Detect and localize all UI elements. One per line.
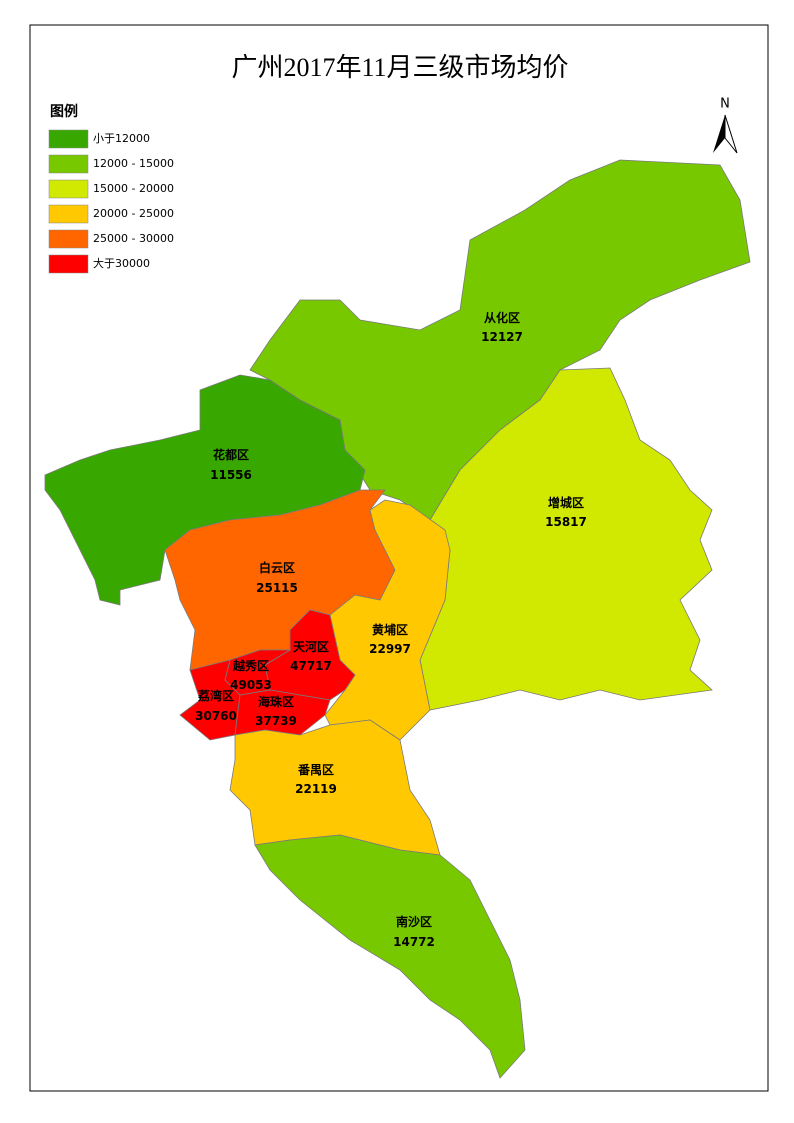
district-name: 增城区 [548, 495, 584, 510]
district [419, 367, 713, 711]
district-name: 黄埔区 [372, 622, 408, 637]
legend-swatch [48, 254, 89, 274]
district-value: 49053 [230, 678, 272, 692]
district-value: 22997 [369, 642, 411, 656]
north-arrow: N [713, 97, 738, 154]
district-value: 30760 [195, 709, 237, 723]
legend-label: 小于12000 [93, 132, 150, 145]
arrow-right [724, 114, 738, 154]
district-value: 15817 [545, 515, 587, 529]
district-name: 天河区 [293, 639, 329, 654]
district [254, 834, 526, 1079]
district-value: 12127 [481, 330, 523, 344]
district-name: 越秀区 [232, 658, 269, 673]
legend-swatch [48, 179, 89, 199]
district [179, 659, 241, 741]
district-name: 白云区 [259, 560, 295, 575]
district-value: 14772 [393, 935, 435, 949]
legend: 小于12000 12000 - 15000 15000 - 20000 20000 -… [48, 129, 174, 274]
district-labels: 从化区 12127 增城区 15817 花都区 11556 白云区 25115 … [195, 310, 587, 949]
district-name: 从化区 [484, 310, 520, 325]
legend-swatch [48, 204, 89, 224]
legend-label: 大于30000 [93, 256, 150, 270]
legend-label: 15000 - 20000 [93, 182, 174, 195]
legend-swatch [48, 129, 89, 149]
district-name: 南沙区 [396, 914, 432, 929]
district-name: 花都区 [213, 447, 249, 462]
legend-swatch [48, 229, 89, 249]
district-value: 22119 [295, 782, 337, 796]
district-value: 25115 [256, 581, 298, 595]
district-name: 番禺区 [297, 762, 334, 777]
district-value: 37739 [255, 714, 297, 728]
north-label: N [720, 97, 730, 112]
district-value: 47717 [290, 659, 332, 673]
arrow-left [713, 115, 725, 153]
district-value: 11556 [210, 468, 252, 482]
legend-label: 12000 - 15000 [93, 157, 174, 170]
district-name: 荔湾区 [197, 688, 234, 703]
map-title: 广州2017年11月三级市场均价 [231, 53, 568, 82]
legend-title: 图例 [50, 103, 78, 120]
legend-label: 20000 - 25000 [93, 207, 174, 220]
legend-swatch [48, 154, 89, 174]
district-name: 海珠区 [258, 694, 294, 709]
legend-label: 25000 - 30000 [93, 232, 174, 245]
regions [44, 159, 751, 1079]
